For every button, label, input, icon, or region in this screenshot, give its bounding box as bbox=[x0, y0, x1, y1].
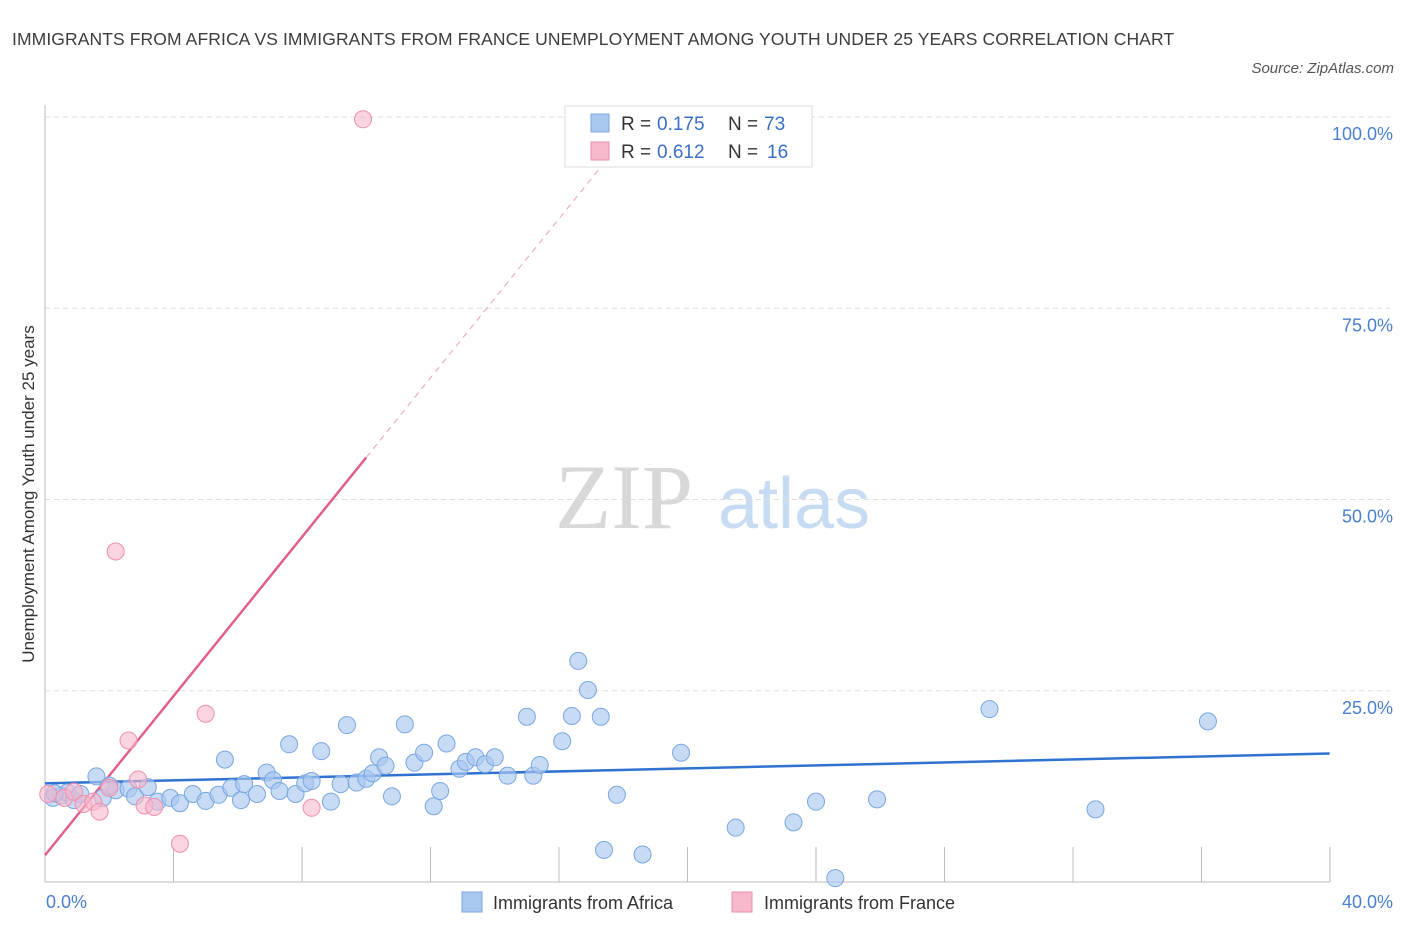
france-point-13 bbox=[196, 704, 215, 723]
africa-point-50 bbox=[498, 766, 517, 785]
africa-point-20 bbox=[235, 775, 254, 794]
y-tick-labels: 25.0% 50.0% 75.0% 100.0% bbox=[1332, 124, 1393, 718]
y-tick-label-2: 75.0% bbox=[1342, 315, 1393, 335]
africa-point-42 bbox=[424, 797, 443, 816]
legend-n-value-africa: 73 bbox=[764, 114, 785, 135]
france-point-5 bbox=[90, 802, 109, 821]
africa-point-64 bbox=[784, 813, 803, 832]
france-point-9 bbox=[129, 770, 148, 789]
africa-point-58 bbox=[591, 707, 610, 726]
france-point-6 bbox=[100, 778, 119, 797]
france-point-14 bbox=[302, 798, 321, 817]
africa-point-25 bbox=[280, 735, 299, 754]
africa-point-19 bbox=[231, 791, 250, 810]
africa-point-32 bbox=[337, 716, 356, 735]
x-tick-label-0: 0.0% bbox=[46, 892, 87, 912]
africa-point-70 bbox=[1198, 712, 1217, 731]
trend-lines bbox=[44, 158, 1330, 857]
france-point-8 bbox=[119, 731, 138, 750]
africa-point-63 bbox=[726, 818, 745, 837]
africa-point-49 bbox=[485, 748, 504, 767]
france-points bbox=[39, 110, 373, 853]
africa-point-44 bbox=[437, 734, 456, 753]
africa-point-67 bbox=[868, 790, 887, 809]
africa-point-21 bbox=[248, 785, 267, 804]
legend-r-value-france: 0.612 bbox=[657, 142, 705, 163]
france-point-15 bbox=[354, 110, 373, 129]
africa-points bbox=[44, 651, 1217, 888]
africa-point-24 bbox=[270, 781, 289, 800]
y-tick-label-0: 25.0% bbox=[1342, 698, 1393, 718]
africa-point-55 bbox=[562, 706, 581, 725]
x-tick-labels: 0.0% 40.0% bbox=[46, 892, 1393, 912]
watermark-atlas: atlas bbox=[718, 464, 870, 544]
africa-point-53 bbox=[530, 755, 549, 774]
africa-point-69 bbox=[1086, 800, 1105, 819]
africa-point-31 bbox=[331, 775, 350, 794]
y-axis-label: Unemployment Among Youth under 25 years bbox=[19, 325, 38, 662]
africa-point-68 bbox=[980, 700, 999, 719]
africa-point-18 bbox=[215, 750, 234, 769]
legend-n-label-africa: N = bbox=[728, 114, 758, 135]
series-legend: Immigrants from Africa Immigrants from F… bbox=[461, 891, 955, 913]
bottom-legend-label-africa: Immigrants from Africa bbox=[493, 893, 674, 913]
africa-point-51 bbox=[517, 707, 536, 726]
legend-swatch-africa bbox=[590, 113, 610, 133]
x-tick-label-1: 40.0% bbox=[1342, 892, 1393, 912]
france-point-12 bbox=[170, 834, 189, 853]
bottom-legend-swatch-africa bbox=[461, 891, 483, 913]
africa-point-59 bbox=[607, 785, 626, 804]
africa-point-43 bbox=[431, 781, 450, 800]
africa-point-60 bbox=[594, 840, 613, 859]
africa-point-29 bbox=[312, 742, 331, 761]
africa-point-30 bbox=[321, 792, 340, 811]
bottom-legend-label-france: Immigrants from France bbox=[764, 893, 955, 913]
africa-point-5 bbox=[87, 767, 106, 786]
legend-n-label-france: N = bbox=[728, 142, 758, 163]
trend-line-france-extrapolated bbox=[365, 158, 608, 458]
africa-point-66 bbox=[826, 869, 845, 888]
france-point-0 bbox=[39, 785, 58, 804]
africa-point-38 bbox=[382, 787, 401, 806]
correlation-legend: R = 0.175 N = 73 R = 0.612 N = 16 bbox=[564, 105, 813, 168]
legend-r-label-africa: R = bbox=[621, 114, 651, 135]
legend-r-value-africa: 0.175 bbox=[657, 114, 705, 135]
africa-point-61 bbox=[633, 845, 652, 864]
africa-point-41 bbox=[415, 743, 434, 762]
africa-point-54 bbox=[553, 732, 572, 751]
axes bbox=[44, 105, 1331, 883]
legend-n-value-france: 16 bbox=[767, 142, 788, 163]
africa-point-62 bbox=[672, 743, 691, 762]
africa-point-56 bbox=[569, 651, 588, 670]
watermark-zip: ZIP bbox=[555, 446, 693, 548]
africa-point-28 bbox=[302, 772, 321, 791]
france-point-2 bbox=[64, 782, 83, 801]
france-point-7 bbox=[106, 542, 125, 561]
france-point-11 bbox=[145, 798, 164, 817]
africa-point-13 bbox=[170, 794, 189, 813]
africa-point-57 bbox=[578, 680, 597, 699]
bottom-legend-swatch-france bbox=[731, 891, 753, 913]
africa-point-39 bbox=[395, 715, 414, 734]
africa-point-37 bbox=[376, 756, 395, 775]
trend-line-france bbox=[44, 456, 368, 857]
legend-r-label-france: R = bbox=[621, 142, 651, 163]
legend-swatch-france bbox=[590, 141, 610, 161]
y-tick-label-1: 50.0% bbox=[1342, 507, 1393, 527]
grid-lines bbox=[45, 116, 1390, 692]
africa-point-65 bbox=[807, 792, 825, 811]
y-tick-label-3: 100.0% bbox=[1332, 124, 1393, 144]
chart-title: IMMIGRANTS FROM AFRICA VS IMMIGRANTS FRO… bbox=[12, 29, 1175, 49]
chart-source: Source: ZipAtlas.com bbox=[1251, 60, 1394, 77]
trend-line-africa bbox=[44, 752, 1330, 785]
